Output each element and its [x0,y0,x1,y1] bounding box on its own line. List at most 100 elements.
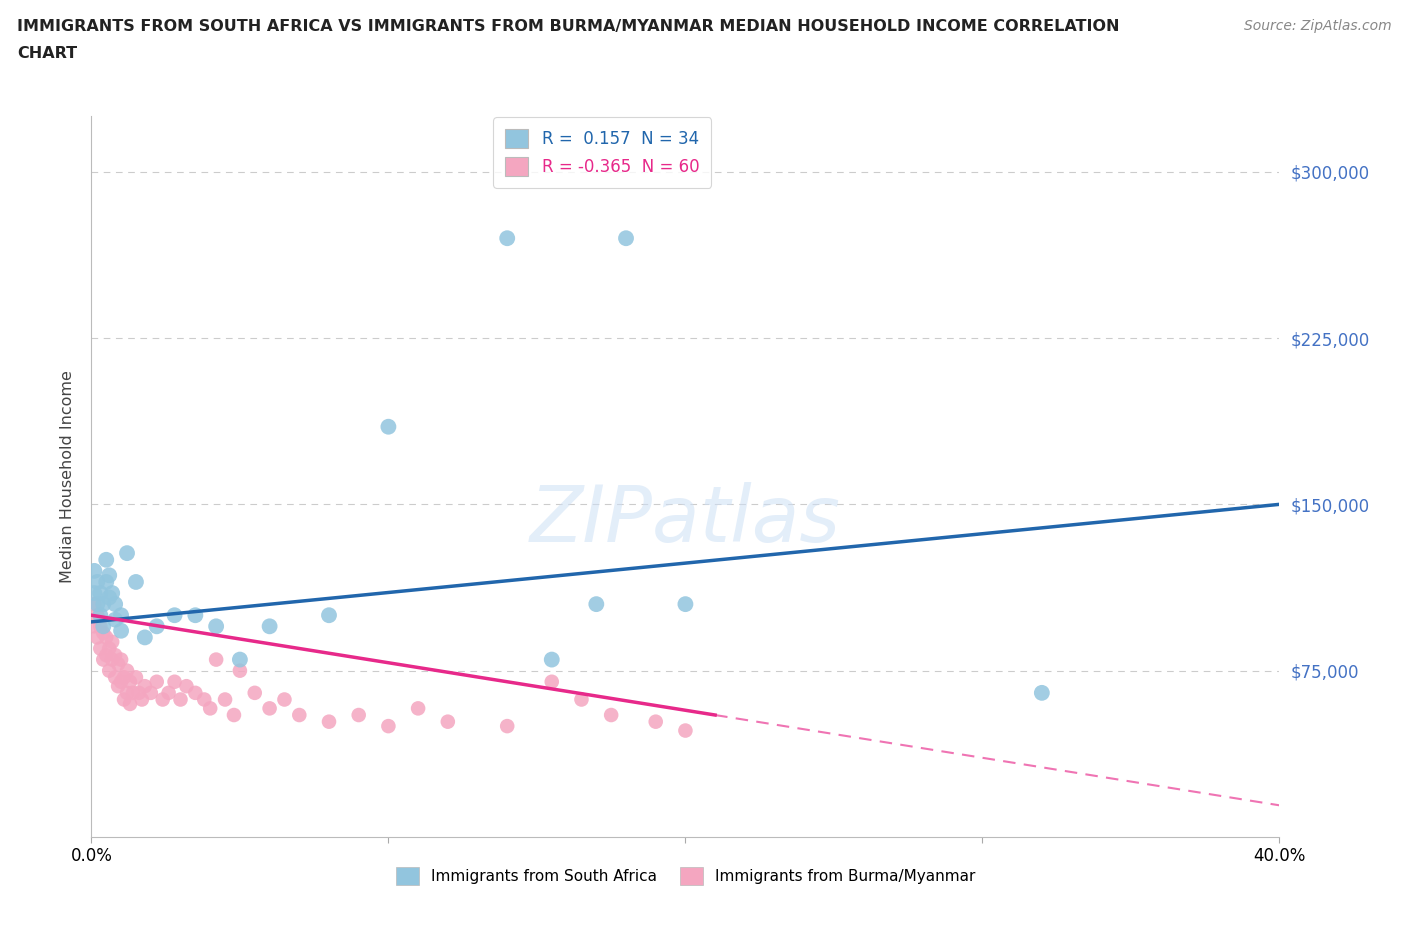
Point [193,692,215,707]
Point [229,663,252,678]
Point [104,612,127,627]
Point [125,575,148,590]
Point [115,663,138,678]
Point [122,685,145,700]
Point [96,647,118,662]
Point [496,231,519,246]
Text: ZIPatlas: ZIPatlas [530,482,841,558]
Point [540,674,562,689]
Point [673,597,696,612]
Point [107,657,129,671]
Point [436,714,458,729]
Point [571,692,593,707]
Point [214,692,236,707]
Point [229,652,252,667]
Point [91,618,114,633]
Point [318,714,340,729]
Point [152,692,174,707]
Point [89,608,111,623]
Point [288,708,311,723]
Point [273,692,295,707]
Point [184,608,207,623]
Point [104,597,127,612]
Point [98,641,121,656]
Point [101,652,124,667]
Point [83,597,105,612]
Text: CHART: CHART [17,46,77,61]
Point [1031,685,1053,700]
Point [96,552,118,567]
Point [86,597,108,612]
Point [96,575,118,590]
Point [112,692,135,707]
Point [131,692,153,707]
Point [118,697,141,711]
Point [540,652,562,667]
Point [86,575,108,590]
Point [112,670,135,684]
Point [169,692,191,707]
Point [118,674,141,689]
Point [134,630,156,644]
Point [406,701,429,716]
Point [184,685,207,700]
Point [104,647,127,662]
Point [125,670,148,684]
Point [110,623,132,638]
Point [98,663,121,678]
Point [205,618,228,633]
Point [600,708,623,723]
Point [163,608,186,623]
Point [145,674,167,689]
Point [86,608,108,623]
Point [259,701,281,716]
Point [134,679,156,694]
Point [614,231,637,246]
Point [139,685,162,700]
Point [101,586,124,601]
Point [115,546,138,561]
Point [128,685,150,700]
Point [200,701,222,716]
Point [243,685,266,700]
Point [377,419,399,434]
Point [86,630,108,644]
Point [259,618,281,633]
Point [115,685,138,700]
Text: IMMIGRANTS FROM SOUTH AFRICA VS IMMIGRANTS FROM BURMA/MYANMAR MEDIAN HOUSEHOLD I: IMMIGRANTS FROM SOUTH AFRICA VS IMMIGRAN… [17,19,1119,33]
Point [585,597,607,612]
Point [157,685,180,700]
Point [89,586,111,601]
Point [644,714,666,729]
Point [101,634,124,649]
Point [377,719,399,734]
Point [91,652,114,667]
Point [83,564,105,578]
Point [496,719,519,734]
Y-axis label: Median Household Income: Median Household Income [60,370,76,583]
Point [89,618,111,633]
Point [673,724,696,738]
Point [83,618,105,633]
Point [91,626,114,641]
Point [318,608,340,623]
Point [110,608,132,623]
Point [205,652,228,667]
Point [107,679,129,694]
Point [83,586,105,601]
Point [98,590,121,604]
Legend: Immigrants from South Africa, Immigrants from Burma/Myanmar: Immigrants from South Africa, Immigrants… [389,861,981,891]
Point [110,652,132,667]
Point [96,630,118,644]
Point [91,597,114,612]
Point [110,674,132,689]
Point [89,641,111,656]
Point [104,670,127,684]
Point [176,679,198,694]
Point [222,708,245,723]
Point [163,674,186,689]
Point [98,568,121,583]
Point [145,618,167,633]
Point [347,708,370,723]
Text: Source: ZipAtlas.com: Source: ZipAtlas.com [1244,19,1392,33]
